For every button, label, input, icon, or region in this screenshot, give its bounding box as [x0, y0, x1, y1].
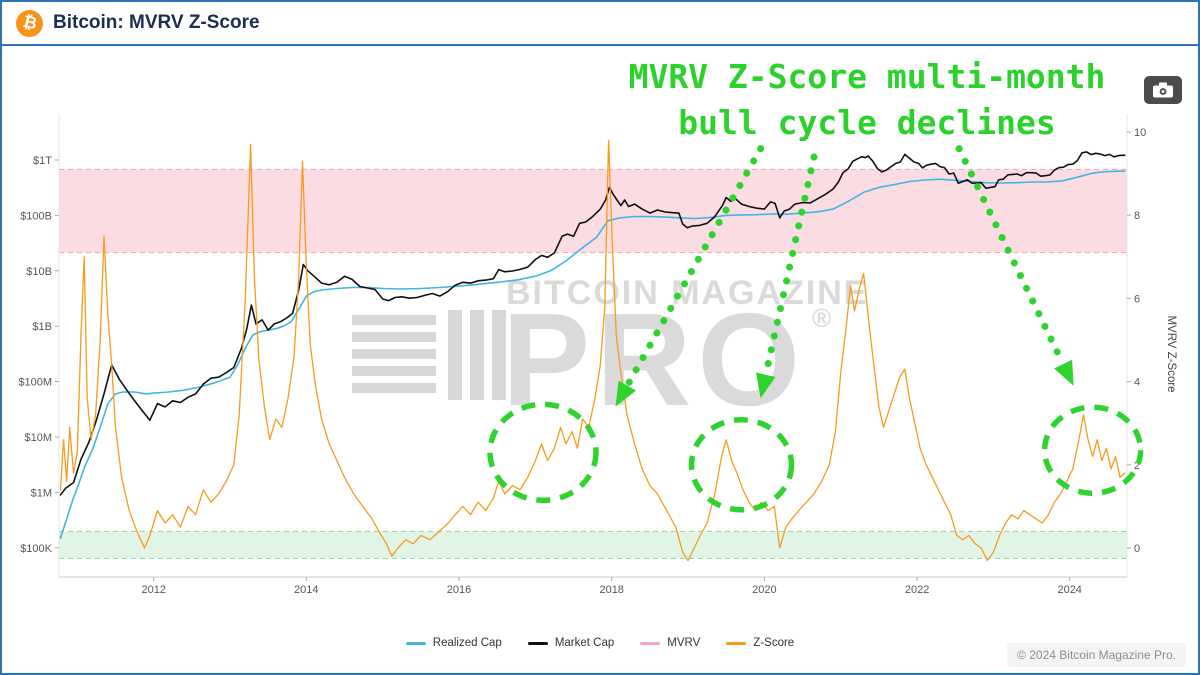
legend-swatch: [527, 641, 548, 645]
highlight-circle: [688, 417, 795, 513]
series-z-score: [59, 139, 1126, 562]
x-axis-tick-label: 2014: [294, 584, 318, 596]
legend-label: Realized Cap: [432, 637, 502, 649]
x-axis-tick-label: 2022: [905, 584, 929, 596]
chart-annotation-line2: bull cycle declines: [678, 102, 1056, 142]
left-axis-tick-label: $1M: [31, 487, 52, 499]
copyright: © 2024 Bitcoin Magazine Pro.: [1007, 643, 1186, 667]
left-axis-tick-label: $1B: [32, 321, 52, 333]
right-axis-tick-label: 0: [1134, 543, 1140, 555]
legend-label: Market Cap: [554, 637, 615, 649]
right-axis-tick-label: 6: [1134, 293, 1140, 305]
legend: Realized Cap Market Cap MVRV Z-Score: [2, 637, 1198, 649]
legend-swatch: [640, 641, 661, 645]
left-axis-tick-label: $100B: [20, 210, 52, 222]
annotation-arrowhead: [615, 380, 636, 407]
legend-item-realized-cap[interactable]: Realized Cap: [405, 637, 502, 649]
right-axis-title: MVRV Z-Score: [1165, 315, 1177, 392]
legend-swatch: [726, 641, 747, 645]
left-axis-tick-label: $100M: [18, 377, 52, 389]
legend-label: MVRV: [667, 637, 701, 649]
annotation-arrow-line: [955, 145, 1065, 364]
right-axis-tick-label: 4: [1134, 377, 1140, 389]
right-axis-tick-label: 8: [1134, 210, 1140, 222]
left-axis-tick-label: $100K: [20, 543, 52, 555]
legend-label: Z-Score: [753, 637, 795, 649]
legend-swatch: [405, 641, 426, 645]
highlight-circle: [1041, 404, 1144, 496]
page-title: Bitcoin: MVRV Z-Score: [53, 12, 260, 33]
chart-annotation: MVRV Z-Score multi-month bull cycle decl…: [547, 54, 1187, 145]
camera-icon: [1153, 82, 1173, 98]
left-axis-tick-label: $10B: [26, 266, 52, 278]
annotation-arrowhead: [756, 372, 776, 399]
series-market-cap: [59, 151, 1126, 496]
legend-item-mvrv[interactable]: MVRV: [640, 637, 700, 649]
x-axis-tick-label: 2012: [141, 584, 165, 596]
series-realized-cap: [59, 170, 1126, 539]
x-axis-tick-label: 2018: [599, 584, 623, 596]
legend-item-market-cap[interactable]: Market Cap: [527, 637, 615, 649]
x-axis-tick-label: 2016: [447, 584, 471, 596]
left-axis-tick-label: $1T: [33, 155, 52, 167]
annotation-arrowhead: [1054, 359, 1074, 386]
right-axis-tick-label: 2: [1134, 460, 1140, 472]
band-undervalued-zone: [59, 531, 1127, 559]
legend-item-z-score[interactable]: Z-Score: [726, 637, 794, 649]
camera-button[interactable]: [1144, 76, 1182, 104]
annotation-arrow-line: [625, 145, 765, 386]
annotation-arrow-line: [763, 153, 818, 375]
left-axis-tick-label: $10M: [24, 432, 52, 444]
bitcoin-glyph: ₿: [20, 11, 39, 35]
x-axis-tick-label: 2020: [752, 584, 776, 596]
x-axis-tick-label: 2024: [1057, 584, 1081, 596]
bitcoin-icon: ₿: [16, 9, 43, 37]
right-axis-tick-label: 10: [1134, 127, 1146, 139]
band-mvrv: [59, 169, 1127, 253]
chart-annotation-line1: MVRV Z-Score multi-month: [628, 57, 1106, 96]
highlight-circle: [487, 401, 599, 504]
header: ₿ Bitcoin: MVRV Z-Score: [2, 2, 1198, 46]
